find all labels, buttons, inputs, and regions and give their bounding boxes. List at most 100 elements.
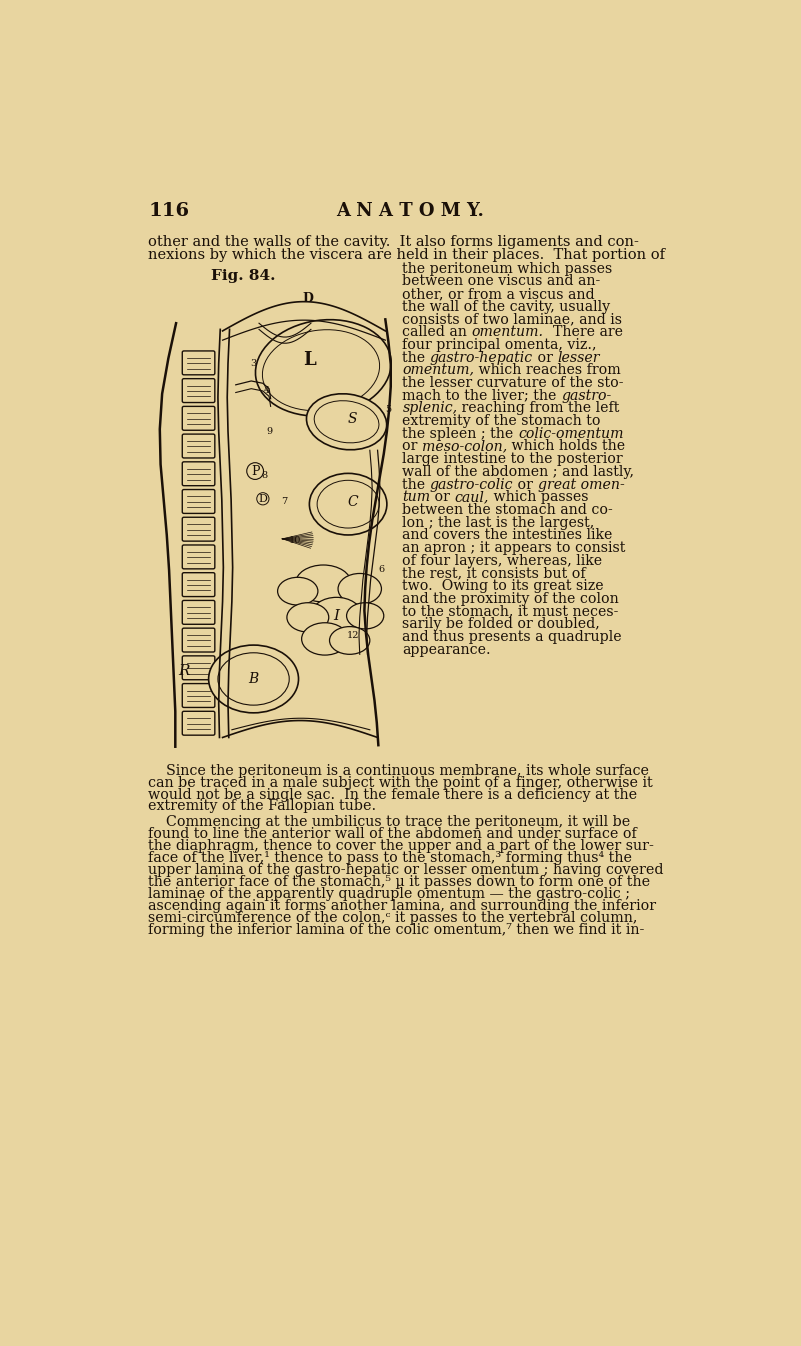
Text: upper lamina of the gastro-hepatic or lesser omentum ; having covered: upper lamina of the gastro-hepatic or le… bbox=[148, 863, 664, 878]
Text: can be traced in a male subject with the point of a finger, otherwise it: can be traced in a male subject with the… bbox=[148, 775, 653, 790]
Text: gastro-colic: gastro-colic bbox=[430, 478, 513, 491]
Ellipse shape bbox=[307, 394, 387, 450]
FancyBboxPatch shape bbox=[183, 629, 215, 651]
Text: the lesser curvature of the sto-: the lesser curvature of the sto- bbox=[402, 376, 624, 390]
Text: mach to the liver; the: mach to the liver; the bbox=[402, 389, 562, 402]
Text: the wall of the cavity, usually: the wall of the cavity, usually bbox=[402, 300, 610, 314]
Text: wall of the abdomen ; and lastly,: wall of the abdomen ; and lastly, bbox=[402, 464, 634, 479]
FancyBboxPatch shape bbox=[183, 351, 215, 374]
Text: other, or from a viscus and: other, or from a viscus and bbox=[402, 287, 595, 302]
FancyBboxPatch shape bbox=[183, 517, 215, 541]
Ellipse shape bbox=[296, 565, 351, 602]
Text: extremity of the Fallopian tube.: extremity of the Fallopian tube. bbox=[148, 800, 376, 813]
Text: Commencing at the umbilicus to trace the peritoneum, it will be: Commencing at the umbilicus to trace the… bbox=[148, 816, 630, 829]
Text: nexions by which the viscera are held in their places.  That portion of: nexions by which the viscera are held in… bbox=[148, 248, 665, 261]
Text: S: S bbox=[348, 412, 356, 427]
Text: the rest, it consists but of: the rest, it consists but of bbox=[402, 567, 586, 580]
Text: 3: 3 bbox=[251, 359, 256, 367]
Text: 116: 116 bbox=[148, 202, 189, 219]
FancyBboxPatch shape bbox=[183, 378, 215, 402]
FancyBboxPatch shape bbox=[183, 490, 215, 513]
Text: P: P bbox=[251, 464, 260, 478]
Ellipse shape bbox=[278, 577, 318, 606]
Text: D: D bbox=[259, 494, 268, 503]
Text: B: B bbox=[248, 672, 259, 686]
Text: the spleen ; the: the spleen ; the bbox=[402, 427, 518, 440]
Ellipse shape bbox=[287, 603, 328, 633]
Text: between the stomach and co-: between the stomach and co- bbox=[402, 503, 613, 517]
Ellipse shape bbox=[309, 474, 387, 534]
Text: the: the bbox=[402, 350, 430, 365]
Text: 12: 12 bbox=[347, 630, 359, 639]
Text: forming the inferior lamina of the colic omentum,⁷ then we find it in-: forming the inferior lamina of the colic… bbox=[148, 922, 645, 937]
FancyBboxPatch shape bbox=[183, 545, 215, 569]
Text: consists of two laminae, and is: consists of two laminae, and is bbox=[402, 312, 622, 327]
Text: semi-circumference of the colon,ᶜ it passes to the vertebral column,: semi-circumference of the colon,ᶜ it pas… bbox=[148, 911, 638, 925]
Ellipse shape bbox=[218, 653, 289, 705]
Text: the: the bbox=[402, 478, 430, 491]
Text: lon ; the last is the largest,: lon ; the last is the largest, bbox=[402, 516, 594, 530]
Text: of four layers, whereas, like: of four layers, whereas, like bbox=[402, 553, 602, 568]
Text: four principal omenta, viz.,: four principal omenta, viz., bbox=[402, 338, 597, 351]
Text: an apron ; it appears to consist: an apron ; it appears to consist bbox=[402, 541, 626, 555]
Text: called an: called an bbox=[402, 326, 472, 339]
Text: extremity of the stomach to: extremity of the stomach to bbox=[402, 415, 601, 428]
Text: to the stomach, it must neces-: to the stomach, it must neces- bbox=[402, 604, 618, 619]
Text: R: R bbox=[178, 665, 190, 678]
Ellipse shape bbox=[302, 623, 348, 656]
Text: gastro-: gastro- bbox=[562, 389, 611, 402]
Text: 7: 7 bbox=[280, 498, 287, 506]
Ellipse shape bbox=[317, 481, 379, 528]
Text: Fig. 84.: Fig. 84. bbox=[211, 269, 276, 283]
Text: A N A T O M Y.: A N A T O M Y. bbox=[336, 202, 484, 219]
FancyBboxPatch shape bbox=[183, 656, 215, 680]
Text: L: L bbox=[303, 351, 316, 369]
Text: lesser: lesser bbox=[557, 350, 600, 365]
Ellipse shape bbox=[256, 319, 391, 416]
Text: 10: 10 bbox=[289, 536, 302, 545]
Ellipse shape bbox=[263, 330, 380, 411]
Text: I: I bbox=[333, 608, 340, 623]
Text: appearance.: appearance. bbox=[402, 643, 491, 657]
Text: face of the liver,¹ thence to pass to the stomach,³ forming thus⁴ the: face of the liver,¹ thence to pass to th… bbox=[148, 851, 632, 865]
Text: great omen-: great omen- bbox=[538, 478, 625, 491]
Text: the anterior face of the stomach,⁵ µ it passes down to form one of the: the anterior face of the stomach,⁵ µ it … bbox=[148, 875, 650, 888]
FancyBboxPatch shape bbox=[183, 406, 215, 431]
Text: two.  Owing to its great size: two. Owing to its great size bbox=[402, 579, 604, 594]
Text: C: C bbox=[348, 495, 358, 509]
Text: 5: 5 bbox=[385, 405, 392, 415]
Ellipse shape bbox=[347, 603, 384, 629]
Text: which passes: which passes bbox=[489, 490, 589, 505]
Ellipse shape bbox=[314, 401, 379, 443]
Text: 4: 4 bbox=[264, 386, 270, 396]
Text: large intestine to the posterior: large intestine to the posterior bbox=[402, 452, 623, 466]
Text: between one viscus and an-: between one viscus and an- bbox=[402, 275, 601, 288]
Text: laminae of the apparently quadruple omentum — the gastro-colic ;: laminae of the apparently quadruple omen… bbox=[148, 887, 630, 900]
Text: and covers the intestines like: and covers the intestines like bbox=[402, 529, 613, 542]
Text: D: D bbox=[303, 292, 313, 306]
Text: and the proximity of the colon: and the proximity of the colon bbox=[402, 592, 619, 606]
Ellipse shape bbox=[208, 645, 299, 713]
Text: colic-omentum: colic-omentum bbox=[518, 427, 624, 440]
FancyBboxPatch shape bbox=[183, 462, 215, 486]
Text: gastro-hepatic: gastro-hepatic bbox=[430, 350, 533, 365]
Text: meso-colon,: meso-colon, bbox=[422, 440, 508, 454]
Ellipse shape bbox=[338, 573, 381, 604]
Text: 6: 6 bbox=[378, 565, 384, 575]
Text: caul,: caul, bbox=[455, 490, 489, 505]
Text: reaching from the left: reaching from the left bbox=[457, 401, 620, 416]
Text: and thus presents a quadruple: and thus presents a quadruple bbox=[402, 630, 622, 645]
FancyBboxPatch shape bbox=[183, 572, 215, 596]
Text: tum: tum bbox=[402, 490, 430, 505]
FancyBboxPatch shape bbox=[183, 684, 215, 708]
Text: or: or bbox=[513, 478, 538, 491]
Text: omentum,: omentum, bbox=[402, 363, 474, 377]
Text: splenic,: splenic, bbox=[402, 401, 457, 416]
Text: 8: 8 bbox=[261, 471, 268, 481]
Text: Since the peritoneum is a continuous membrane, its whole surface: Since the peritoneum is a continuous mem… bbox=[148, 763, 649, 778]
Text: or: or bbox=[430, 490, 455, 505]
Text: or: or bbox=[402, 440, 422, 454]
Text: sarily be folded or doubled,: sarily be folded or doubled, bbox=[402, 618, 600, 631]
Text: omentum.: omentum. bbox=[472, 326, 544, 339]
Text: There are: There are bbox=[544, 326, 622, 339]
